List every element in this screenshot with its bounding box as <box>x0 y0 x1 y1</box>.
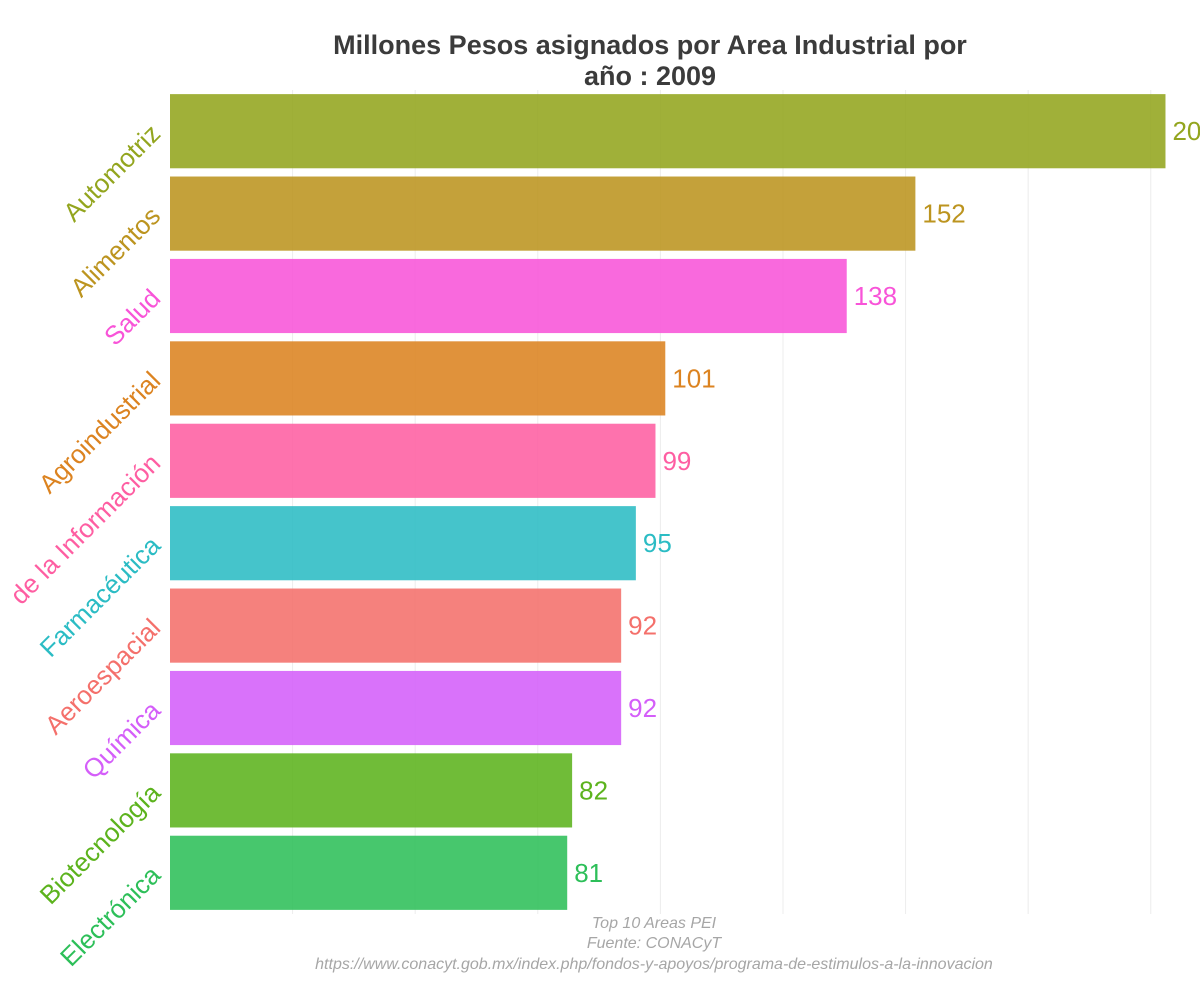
bar-de-la-informacion <box>170 423 656 498</box>
bar-alimentos <box>170 176 916 251</box>
bar-agroindustrial <box>170 341 666 416</box>
chart-title: Millones Pesos asignados por Area Indust… <box>200 30 1100 92</box>
value-label-farmaceutica: 95 <box>643 528 672 558</box>
value-label-aeroespacial: 92 <box>628 611 657 641</box>
bar-automotriz <box>170 94 1166 169</box>
value-label-alimentos: 152 <box>922 199 965 229</box>
category-label-salud: Salud <box>98 283 166 351</box>
bar-aeroespacial <box>170 588 622 663</box>
value-label-automotriz: 203 <box>1172 116 1200 146</box>
value-label-salud: 138 <box>854 281 897 311</box>
value-labels: 203 152 138 101 99 95 92 92 82 81 <box>574 116 1200 888</box>
value-label-agroindustrial: 101 <box>672 363 715 393</box>
value-label-electronica: 81 <box>574 858 603 888</box>
caption-subtitle: Top 10 Areas PEI <box>591 915 717 932</box>
chart-title-line-1: Millones Pesos asignados por Area Indust… <box>333 30 967 60</box>
bar-salud <box>170 258 847 334</box>
bar-biotecnologia <box>170 753 573 828</box>
category-axis-labels: AutomotrizAlimentosSaludAgroindustrialde… <box>4 118 167 972</box>
caption-url: https://www.conacyt.gob.mx/index.php/fon… <box>315 956 993 973</box>
category-label-de-la-informacion: de la Información <box>4 448 166 610</box>
bar-electronica <box>170 835 568 910</box>
value-label-de-la-informacion: 99 <box>662 446 691 476</box>
chart-title-line-2: año : 2009 <box>583 61 717 91</box>
value-label-biotecnologia: 82 <box>579 775 608 805</box>
caption-source: Fuente: CONACyT <box>586 935 722 952</box>
value-label-quimica: 92 <box>628 693 657 723</box>
bars <box>170 94 1166 910</box>
bar-farmaceutica <box>170 506 636 581</box>
bar-quimica <box>170 670 622 746</box>
